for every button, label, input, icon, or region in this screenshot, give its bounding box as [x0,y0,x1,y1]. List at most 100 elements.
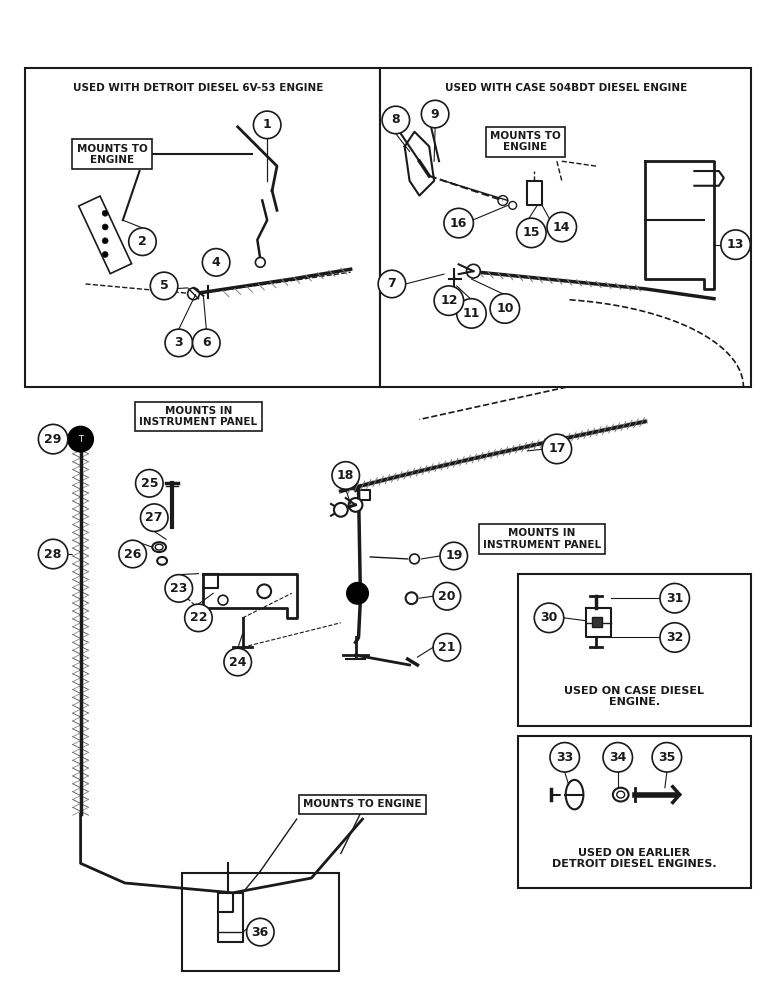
Circle shape [490,294,520,323]
Circle shape [102,238,108,244]
Circle shape [349,498,362,512]
Text: 13: 13 [727,238,744,251]
Text: 16: 16 [450,217,467,230]
Text: MOUNTS IN
INSTRUMENT PANEL: MOUNTS IN INSTRUMENT PANEL [140,406,258,427]
Circle shape [129,228,156,255]
Text: MOUNTS TO
ENGINE: MOUNTS TO ENGINE [76,144,147,165]
Text: 5: 5 [160,279,168,292]
Circle shape [652,743,682,772]
Text: 32: 32 [666,631,683,644]
Bar [517,736,751,888]
Bar [517,574,751,726]
Text: 24: 24 [229,656,246,669]
Text: 2: 2 [138,235,147,248]
Circle shape [224,648,252,676]
Circle shape [422,100,449,128]
Text: 20: 20 [438,590,455,603]
Circle shape [202,249,230,276]
Bar [181,873,339,971]
Circle shape [119,540,147,568]
Circle shape [603,743,632,772]
Circle shape [334,503,347,517]
Text: USED ON EARLIER
DETROIT DIESEL ENGINES.: USED ON EARLIER DETROIT DIESEL ENGINES. [552,848,716,869]
Circle shape [151,272,178,300]
Text: 8: 8 [391,113,400,126]
Circle shape [192,329,220,357]
Circle shape [382,106,410,134]
Circle shape [550,743,580,772]
Circle shape [542,434,571,464]
Text: 30: 30 [540,611,557,624]
Text: 19: 19 [445,549,462,562]
Text: 21: 21 [438,641,455,654]
Text: 33: 33 [556,751,574,764]
Circle shape [347,582,368,604]
Circle shape [434,286,463,315]
Text: 22: 22 [190,611,207,624]
Text: 18: 18 [337,469,354,482]
Text: 27: 27 [145,511,163,524]
Text: 10: 10 [496,302,513,315]
Text: 17: 17 [548,442,566,455]
Circle shape [410,554,419,564]
Circle shape [534,603,564,633]
Text: 28: 28 [45,548,62,561]
Circle shape [433,582,461,610]
Bar [25,68,380,387]
Ellipse shape [566,780,584,809]
Circle shape [516,218,546,248]
Circle shape [660,623,689,652]
Text: 35: 35 [659,751,676,764]
Circle shape [433,634,461,661]
Text: 7: 7 [388,277,396,290]
Text: 26: 26 [124,548,141,561]
Circle shape [165,575,192,602]
Text: 14: 14 [553,221,571,234]
Bar [380,68,751,387]
Circle shape [246,918,274,946]
Text: 23: 23 [170,582,188,595]
Text: 4: 4 [212,256,221,269]
Circle shape [256,257,266,267]
Circle shape [547,212,577,242]
Text: 25: 25 [141,477,158,490]
Text: USED WITH CASE 504BDT DIESEL ENGINE: USED WITH CASE 504BDT DIESEL ENGINE [445,83,687,93]
Text: 3: 3 [174,336,183,349]
Circle shape [39,539,68,569]
Text: 12: 12 [440,294,458,307]
Text: 1: 1 [262,118,272,131]
Text: MOUNTS TO ENGINE: MOUNTS TO ENGINE [303,799,422,809]
Text: 6: 6 [202,336,211,349]
Circle shape [332,462,360,489]
Circle shape [466,264,480,278]
Circle shape [378,270,405,298]
Text: 34: 34 [609,751,626,764]
Circle shape [102,210,108,216]
Text: USED WITH DETROIT DIESEL 6V-53 ENGINE: USED WITH DETROIT DIESEL 6V-53 ENGINE [73,83,323,93]
Circle shape [440,542,468,570]
Text: 29: 29 [45,433,62,446]
Circle shape [136,470,163,497]
Bar [592,617,602,627]
Circle shape [444,208,473,238]
Circle shape [165,329,192,357]
Text: MOUNTS TO
ENGINE: MOUNTS TO ENGINE [490,131,560,152]
Text: 9: 9 [431,108,439,121]
Circle shape [253,111,281,139]
Text: USED ON CASE DIESEL
ENGINE.: USED ON CASE DIESEL ENGINE. [564,686,704,707]
Circle shape [660,583,689,613]
Text: MOUNTS IN
INSTRUMENT PANEL: MOUNTS IN INSTRUMENT PANEL [483,528,601,550]
Circle shape [721,230,750,259]
Circle shape [102,224,108,230]
Circle shape [188,288,199,300]
Circle shape [68,426,93,452]
Text: 15: 15 [523,226,540,239]
Text: 36: 36 [252,926,269,939]
Circle shape [39,424,68,454]
Circle shape [141,504,168,531]
Text: 11: 11 [462,307,480,320]
Polygon shape [79,196,131,274]
Circle shape [185,604,212,632]
Text: T: T [78,435,83,444]
Circle shape [102,252,108,257]
